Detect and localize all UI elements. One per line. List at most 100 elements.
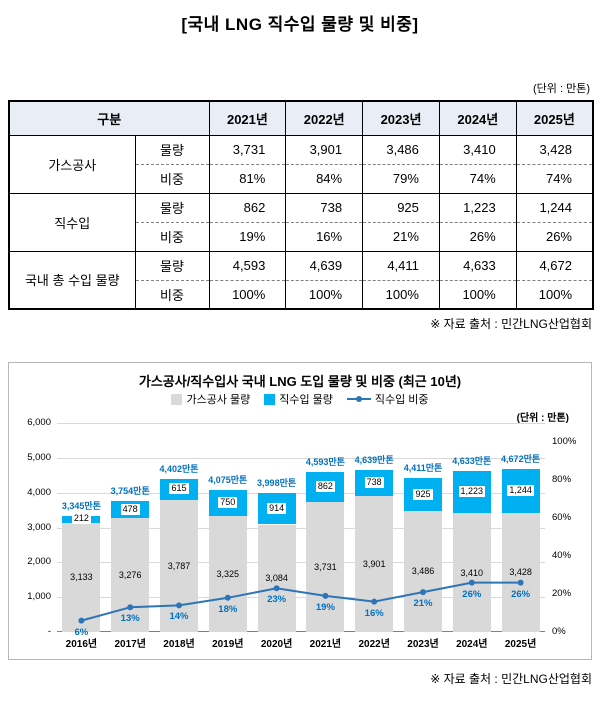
gridline — [57, 562, 545, 564]
direct-value-label: 615 — [154, 483, 204, 495]
legend-item-direct: 직수입 물량 — [264, 391, 333, 407]
gas-bar-segment — [208, 516, 247, 632]
legend-label-share: 직수입 비중 — [374, 394, 429, 406]
gridline — [57, 527, 545, 529]
gas-bar-segment — [257, 524, 296, 632]
share-value-label: 19% — [315, 601, 335, 613]
share-value-label: 23% — [267, 594, 287, 606]
table-row: 가스공사 물량 3,731 3,901 3,486 3,410 3,428 — [8, 134, 594, 194]
chart-unit-label: (단위 : 만톤) — [516, 413, 569, 424]
table-cell-value: 79% — [362, 163, 440, 194]
direct-value-label-text: 1,244 — [507, 484, 534, 496]
legend-swatch-gas — [171, 393, 183, 405]
chart-frame: 가스공사/직수입사 국내 LNG 도입 물량 및 비중 (최근 10년) 가스공… — [8, 362, 592, 660]
table-cell-value: 21% — [362, 221, 440, 252]
direct-value-label-text: 738 — [364, 477, 384, 489]
table-cell-value: 4,633 — [438, 250, 517, 280]
share-value-label: 26% — [462, 588, 482, 600]
table-cell-value: 100% — [285, 279, 364, 310]
gas-value-label: 3,428 — [509, 567, 532, 578]
share-value-label: 6% — [74, 626, 89, 638]
share-line-series — [78, 579, 524, 624]
direct-value-label-text: 478 — [120, 503, 140, 515]
table-cell-value: 925 — [362, 192, 440, 222]
total-value-label: 3,345만톤 — [61, 500, 101, 511]
y-axis-tick-label: 2,000 — [27, 556, 51, 568]
secondary-axis-tick-label: 80% — [552, 474, 572, 485]
col-header-category: 구분 — [8, 100, 210, 136]
table-cell-value: 26% — [438, 221, 517, 252]
table-row: 비중 100% 100% 100% 100% 100% — [9, 279, 594, 310]
table-cell-value: 74% — [515, 163, 594, 194]
total-value-label: 4,639만톤 — [354, 455, 394, 466]
direct-value-label: 212 — [56, 513, 106, 525]
gas-bar-segment — [355, 496, 394, 632]
table-cell-value: 862 — [208, 192, 287, 222]
secondary-axis-tick-label: 40% — [552, 550, 572, 561]
table-cell-value: 3,428 — [515, 134, 594, 164]
gas-bar-segment — [501, 512, 540, 632]
lng-data-table: 구분 2021년 2022년 2023년 2024년 2025년 가스공사 물량… — [8, 100, 594, 310]
x-axis-category-label: 2016년 — [65, 639, 98, 650]
total-value-label: 3,998만톤 — [257, 477, 297, 488]
secondary-axis-tick-label: 20% — [552, 588, 572, 599]
legend-item-share: 직수입 비중 — [346, 391, 429, 407]
gas-bar-segment — [452, 513, 491, 632]
table-cell-value: 84% — [285, 163, 364, 194]
share-line-point — [78, 617, 85, 624]
table-cell-value: 4,639 — [285, 250, 364, 280]
share-line-point — [127, 604, 134, 611]
gas-value-label: 3,276 — [118, 569, 142, 580]
share-line-point — [273, 585, 280, 592]
gridline — [57, 457, 545, 459]
table-cell-value: 81% — [208, 163, 287, 194]
direct-value-label: 738 — [349, 477, 399, 489]
plot-area: 6,000 5,000 4,000 3,000 2,000 1,000 - 100% 80% 60… — [27, 417, 576, 650]
total-value-label: 4,411만톤 — [403, 463, 443, 474]
total-value-label: 3,754만톤 — [110, 486, 150, 497]
gridline — [57, 492, 545, 494]
share-value-label: 18% — [218, 603, 238, 615]
chart-source-note: ※ 자료 출처 : 민간LNG산업협회 — [430, 672, 592, 686]
direct-value-label-text: 1,223 — [458, 485, 486, 497]
row-group-label: 국내 총 수입 물량 — [8, 250, 136, 310]
total-value-label: 4,075만톤 — [208, 475, 248, 486]
gas-value-label: 3,325 — [216, 569, 240, 580]
share-value-label: 16% — [364, 607, 384, 619]
direct-value-label-text: 615 — [169, 483, 189, 495]
table-header-row: 구분 2021년 2022년 2023년 2024년 2025년 — [8, 100, 594, 136]
total-value-label: 4,402만톤 — [159, 463, 199, 474]
row-group-label: 가스공사 — [8, 134, 136, 194]
table-row: 비중 19% 16% 21% 26% 26% — [9, 221, 594, 252]
share-line-point — [420, 589, 426, 596]
share-line-point — [468, 579, 475, 586]
secondary-axis-tick-label: 100% — [552, 436, 577, 447]
share-line-point — [322, 592, 329, 599]
direct-value-label: 478 — [105, 503, 155, 515]
share-value-label: 26% — [511, 588, 531, 600]
x-axis-category-label: 2018년 — [163, 639, 195, 650]
gas-bar-segment — [306, 502, 345, 632]
table-cell-value: 3,901 — [285, 134, 364, 164]
direct-value-label-text: 914 — [267, 502, 287, 514]
gas-value-label: 3,731 — [314, 562, 337, 572]
chart-legend: 가스공사 물량 직수입 물량 직수입 비중 — [9, 391, 591, 407]
row-type-label: 물량 — [134, 192, 210, 222]
direct-value-label-text: 750 — [218, 497, 238, 509]
table-cell-value: 3,731 — [208, 134, 287, 164]
row-type-label: 물량 — [134, 250, 210, 280]
secondary-axis-tick-label: 0% — [552, 626, 566, 637]
secondary-axis-tick-label: 60% — [552, 512, 572, 523]
x-axis-category-label: 2024년 — [456, 639, 488, 650]
total-value-label: 4,593만톤 — [305, 457, 345, 467]
legend-item-gas: 가스공사 물량 — [171, 391, 250, 407]
table-cell-value: 3,486 — [362, 134, 440, 164]
table-cell-value: 74% — [438, 163, 517, 194]
row-type-label: 비중 — [134, 221, 210, 252]
share-value-label: 13% — [120, 613, 140, 625]
table-cell-value: 100% — [208, 279, 287, 310]
table-unit-label: (단위 : 만톤) — [533, 83, 590, 95]
col-header-2022: 2022년 — [285, 100, 364, 136]
row-type-label: 비중 — [134, 163, 210, 194]
gridline — [57, 597, 545, 599]
